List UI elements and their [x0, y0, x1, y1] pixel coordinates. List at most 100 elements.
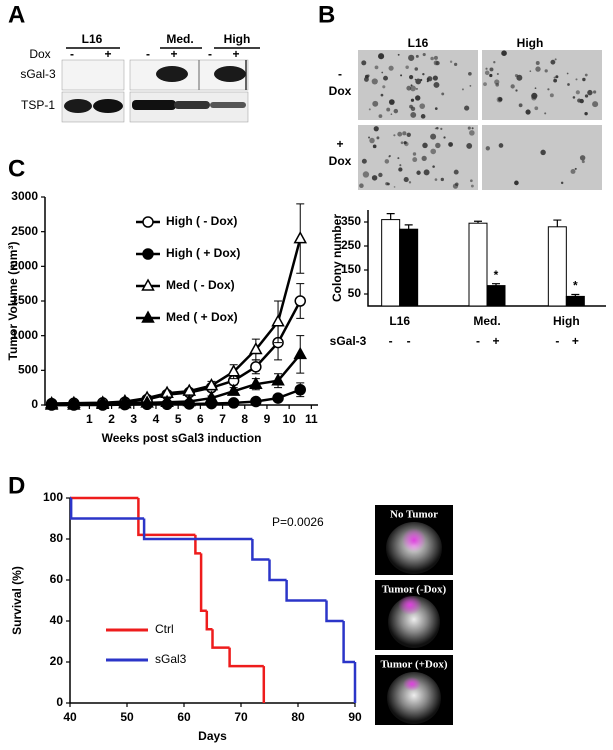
y-tick-label: 50	[348, 286, 362, 300]
bar	[565, 295, 585, 307]
row-label: sGal-3	[20, 67, 56, 81]
colony	[393, 108, 399, 114]
legend-marker	[142, 216, 154, 228]
legend-label: Med ( - Dox)	[166, 278, 235, 292]
colony	[397, 157, 400, 160]
row-label: +	[336, 137, 343, 151]
colony	[362, 171, 370, 178]
colony	[372, 144, 377, 149]
colony	[468, 71, 472, 76]
x-tick-label: 6	[197, 412, 204, 426]
colony	[386, 107, 391, 112]
row-label: Dox	[329, 154, 352, 168]
significance: *	[573, 279, 578, 293]
colony	[470, 179, 473, 183]
colony	[579, 98, 584, 104]
dox-sign: -	[70, 47, 74, 61]
colony	[406, 132, 411, 137]
row-label: TSP-1	[21, 98, 55, 112]
colony	[572, 96, 576, 99]
bar	[468, 222, 488, 307]
bar	[399, 228, 419, 307]
colony	[579, 155, 586, 161]
colony	[368, 136, 371, 139]
line	[51, 238, 302, 405]
colony	[514, 180, 519, 186]
row-sign: +	[492, 334, 499, 348]
significance: *	[494, 268, 499, 282]
x-axis-label: Weeks post sGal3 induction	[102, 431, 262, 445]
dox-label: Dox	[29, 47, 50, 61]
micrograph	[482, 50, 602, 120]
y-tick-label: 20	[50, 654, 64, 668]
column-label: High	[517, 36, 544, 50]
survival-step	[205, 610, 213, 631]
colony	[550, 59, 556, 65]
legend-label: High ( - Dox)	[166, 214, 237, 228]
bar	[486, 285, 506, 307]
colony	[489, 67, 494, 72]
legend-marker	[141, 310, 155, 323]
row-sign: -	[407, 334, 411, 348]
x-tick-label: 10	[282, 412, 296, 426]
colony	[587, 89, 593, 96]
colony	[373, 126, 379, 132]
colony	[553, 76, 556, 79]
colony	[471, 127, 474, 130]
x-tick-label: 11	[305, 412, 318, 426]
colony	[555, 75, 559, 79]
legend-marker	[141, 278, 155, 291]
bar	[381, 219, 401, 307]
colony	[567, 83, 570, 86]
survival-step	[251, 539, 270, 561]
colony	[554, 58, 557, 61]
colony	[469, 130, 475, 136]
colony	[379, 54, 382, 57]
line	[51, 353, 302, 407]
marker	[294, 383, 306, 396]
y-tick-label: 40	[50, 613, 64, 627]
colony	[593, 90, 597, 94]
marker	[249, 376, 263, 389]
image-label: No Tumor	[390, 509, 438, 521]
colony	[434, 107, 438, 111]
colony	[382, 85, 386, 89]
row-label: sGal-3	[330, 334, 367, 348]
x-tick-label: 7	[219, 412, 226, 426]
row-label: Dox	[329, 84, 352, 98]
colony	[560, 181, 564, 185]
colony	[461, 88, 464, 91]
colony	[404, 141, 409, 147]
colony	[496, 72, 499, 76]
colony	[412, 152, 417, 156]
annotation: P=0.0026	[272, 515, 324, 529]
panel-label: D	[8, 472, 25, 499]
bar	[547, 226, 567, 307]
survival-step	[268, 559, 287, 582]
colony	[372, 100, 379, 107]
y-tick-label: 1000	[11, 328, 38, 342]
colony	[501, 50, 507, 57]
marker	[118, 396, 132, 409]
colony	[409, 75, 414, 80]
x-tick-label: 8	[241, 412, 248, 426]
row-sign: -	[555, 334, 559, 348]
colony	[416, 170, 421, 175]
colony	[408, 181, 412, 184]
y-tick-label: 2000	[11, 259, 38, 273]
colony	[423, 169, 430, 176]
x-tick-label: Med.	[473, 314, 500, 328]
colony	[415, 87, 418, 90]
colony	[498, 97, 503, 102]
colony	[574, 167, 577, 170]
colony	[414, 67, 419, 71]
marker	[293, 231, 308, 244]
survival-step	[199, 553, 207, 612]
micrograph	[358, 50, 478, 120]
colony	[433, 60, 439, 66]
colony	[440, 177, 444, 182]
marker	[227, 397, 240, 409]
colony	[430, 133, 437, 140]
group-label: High	[224, 32, 251, 46]
colony	[400, 74, 403, 77]
